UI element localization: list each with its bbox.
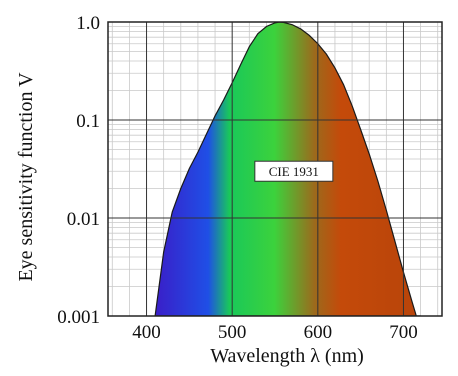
y-tick-labels: 0.001 0.01 0.1 1.0	[57, 13, 100, 328]
x-tick-label: 700	[389, 322, 418, 343]
y-axis-label: Eye sensitivity function V	[15, 72, 37, 282]
annotation-label: CIE 1931	[269, 164, 319, 179]
x-tick-label: 400	[132, 322, 161, 343]
x-tick-label: 600	[304, 322, 333, 343]
x-axis-label: Wavelength λ (nm)	[210, 345, 364, 367]
y-tick-label: 0.001	[57, 307, 100, 328]
x-tick-labels: 400 500 600 700	[132, 322, 417, 343]
annotation-box	[254, 160, 334, 182]
plot-frame	[107, 21, 443, 317]
annotation-layer: CIE 1931	[254, 160, 334, 182]
y-tick-label: 1.0	[76, 13, 100, 34]
x-tick-label: 500	[218, 322, 247, 343]
y-tick-label: 0.1	[76, 111, 100, 132]
y-tick-label: 0.01	[67, 209, 100, 230]
